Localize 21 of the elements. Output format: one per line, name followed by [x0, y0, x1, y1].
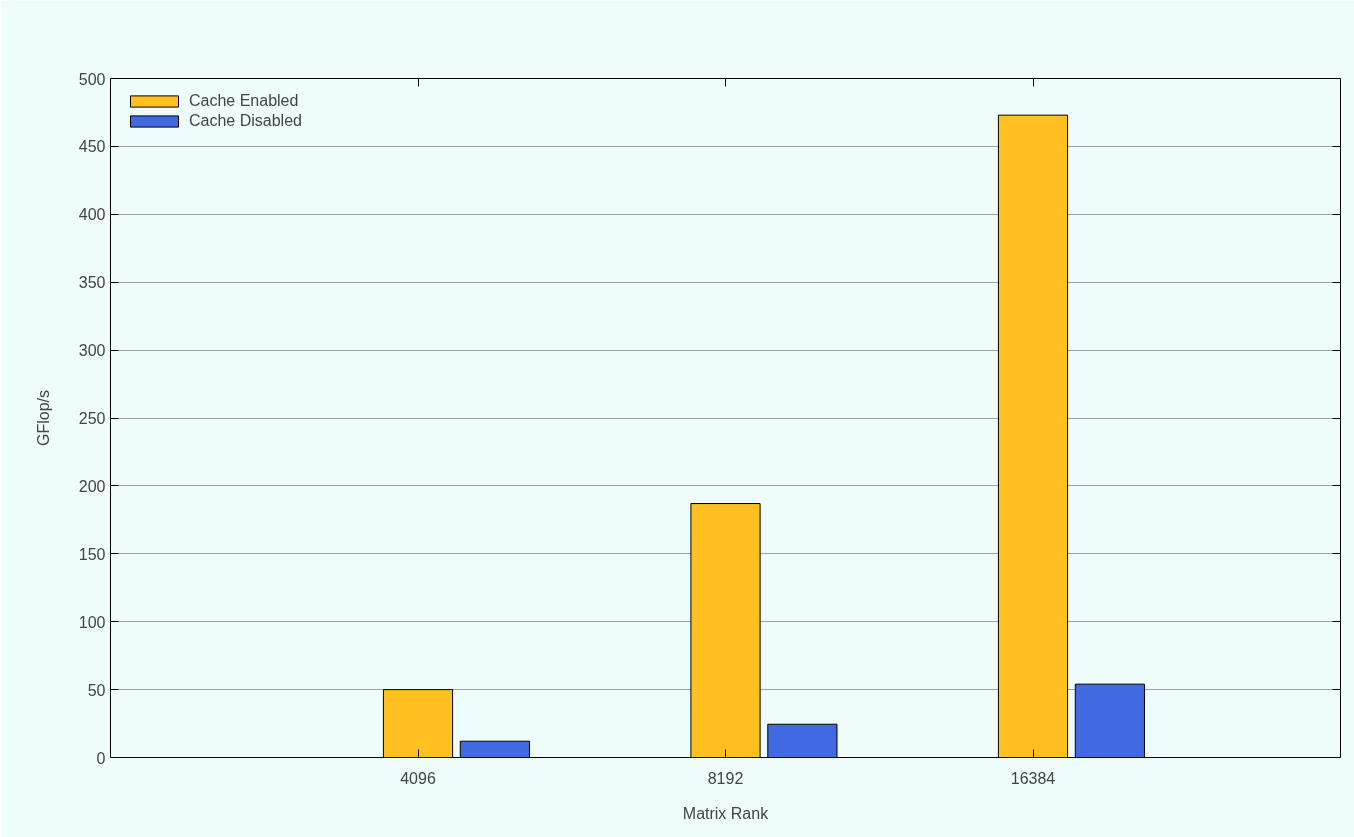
y-tick-label: 0 [96, 749, 106, 767]
bar [459, 740, 530, 758]
y-tick-label: 300 [78, 342, 106, 360]
legend-label: Cache Disabled [189, 112, 302, 130]
bar [767, 723, 838, 758]
legend-label: Cache Enabled [189, 92, 299, 110]
y-tick-label: 500 [78, 70, 106, 88]
bar [1074, 683, 1145, 758]
y-axis-title: GFlop/s [34, 389, 52, 447]
y-tick-label: 400 [78, 206, 106, 224]
y-tick-label: 100 [78, 613, 106, 631]
y-tick-label: 250 [78, 410, 106, 427]
y-tick-label: 50 [87, 681, 106, 699]
y-tick-label: 150 [78, 545, 106, 563]
x-axis-title: Matrix Rank [682, 804, 770, 822]
x-tick-label: 8192 [707, 769, 744, 787]
y-tick-label: 450 [78, 138, 106, 156]
x-tick-label: 16384 [1010, 769, 1056, 787]
x-tick-label: 4096 [400, 769, 436, 787]
y-tick-label: 200 [78, 477, 106, 495]
y-tick-label: 350 [78, 274, 106, 292]
